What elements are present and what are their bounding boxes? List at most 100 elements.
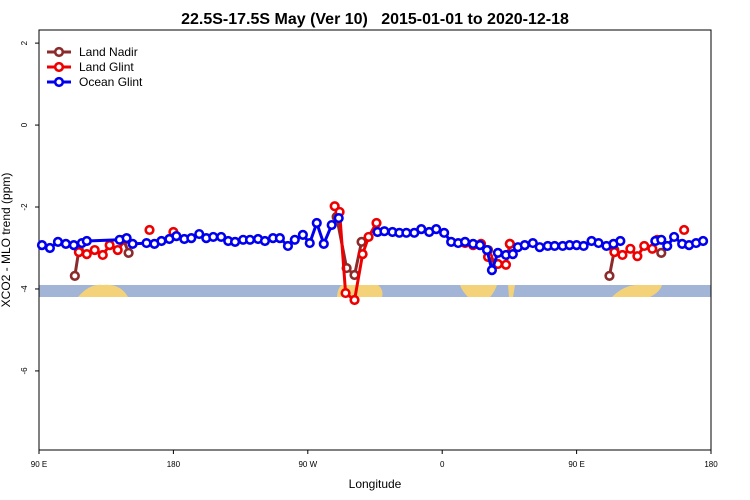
legend-marker [53, 46, 65, 58]
data-point [656, 234, 667, 245]
legend-label: Land Nadir [79, 45, 138, 59]
data-point [112, 244, 123, 256]
land-band [78, 284, 128, 297]
y-axis-label: XCO2 - MLO trend (ppm) [0, 173, 13, 308]
land-band [508, 285, 515, 297]
data-point [639, 240, 650, 252]
data-point [89, 244, 100, 256]
data-point [36, 240, 48, 251]
data-point [357, 249, 368, 260]
data-point [208, 231, 219, 243]
x-tick-label: 90 E [568, 460, 584, 469]
x-tick-label: 180 [167, 460, 181, 469]
data-point [144, 224, 155, 236]
data-point [244, 234, 256, 245]
legend-marker [53, 76, 65, 88]
data-point [647, 243, 658, 254]
x-tick-label: 90 E [31, 460, 47, 469]
y-tick-label: -6 [20, 367, 29, 375]
data-point [679, 224, 690, 236]
data-point [431, 224, 442, 235]
legend-label: Ocean Glint [79, 75, 143, 89]
data-point [615, 235, 626, 247]
data-point [44, 242, 56, 254]
data-point [500, 259, 512, 270]
data-point [186, 233, 197, 244]
data-point [318, 238, 329, 249]
data-point [81, 235, 92, 247]
data-point [578, 240, 589, 252]
data-point [52, 236, 64, 247]
data-point [340, 287, 351, 299]
data-point [534, 242, 545, 253]
data-point [617, 249, 628, 261]
data-point [625, 243, 636, 254]
data-point [527, 237, 538, 249]
land-band [612, 284, 662, 297]
data-point [123, 247, 134, 259]
data-point [697, 235, 709, 247]
data-point [69, 270, 80, 281]
data-point [549, 240, 560, 252]
data-point [311, 217, 322, 229]
data-point [97, 249, 108, 261]
x-tick-label: 180 [704, 460, 718, 469]
data-point [68, 240, 79, 251]
legend-marker [53, 61, 65, 73]
data-point [127, 238, 138, 249]
data-point [326, 219, 337, 231]
data-point [401, 227, 412, 238]
x-axis-label: Longitude [349, 477, 402, 491]
data-point [274, 233, 285, 244]
data-point [474, 240, 486, 251]
data-point [229, 236, 241, 247]
data-point [171, 231, 182, 242]
data-point [371, 217, 382, 229]
x-tick-label: 90 W [298, 460, 317, 469]
data-point [289, 234, 300, 245]
data-point [104, 240, 115, 251]
data-point [259, 235, 271, 247]
data-point [481, 244, 493, 256]
y-tick-label: -2 [20, 203, 29, 211]
plot-frame [38, 29, 712, 451]
data-point [519, 240, 530, 251]
data-point [349, 294, 360, 306]
x-tick-label: 0 [440, 460, 445, 469]
data-point [507, 249, 518, 260]
data-point [333, 212, 344, 224]
data-point [363, 231, 374, 243]
data-point [297, 229, 308, 240]
data-point [282, 240, 294, 252]
data-point [459, 236, 471, 247]
data-point [194, 228, 205, 240]
land-band [460, 285, 497, 297]
data-point [492, 247, 504, 259]
data-point [669, 231, 680, 243]
y-tick-label: -4 [20, 285, 29, 293]
data-point [141, 237, 152, 249]
data-point [609, 246, 620, 258]
data-point [656, 247, 667, 259]
data-point [121, 233, 132, 244]
data-point [662, 240, 673, 252]
data-point [304, 237, 315, 249]
data-point [593, 237, 604, 249]
legend-label: Land Glint [79, 60, 134, 74]
y-tick-label: 0 [20, 122, 29, 127]
data-point [486, 265, 498, 276]
data-point [60, 238, 71, 249]
data-point [439, 227, 450, 238]
data-point [416, 224, 427, 235]
data-point [379, 226, 390, 237]
data-point [632, 251, 643, 262]
data-point [504, 238, 515, 249]
data-point [216, 231, 227, 243]
land-mask [39, 284, 711, 297]
chart-title: 22.5S-17.5S May (Ver 10) 2015-01-01 to 2… [181, 11, 569, 28]
data-point [81, 249, 92, 260]
data-point [156, 235, 167, 247]
data-point [604, 270, 615, 281]
y-tick-label: 2 [20, 40, 29, 45]
